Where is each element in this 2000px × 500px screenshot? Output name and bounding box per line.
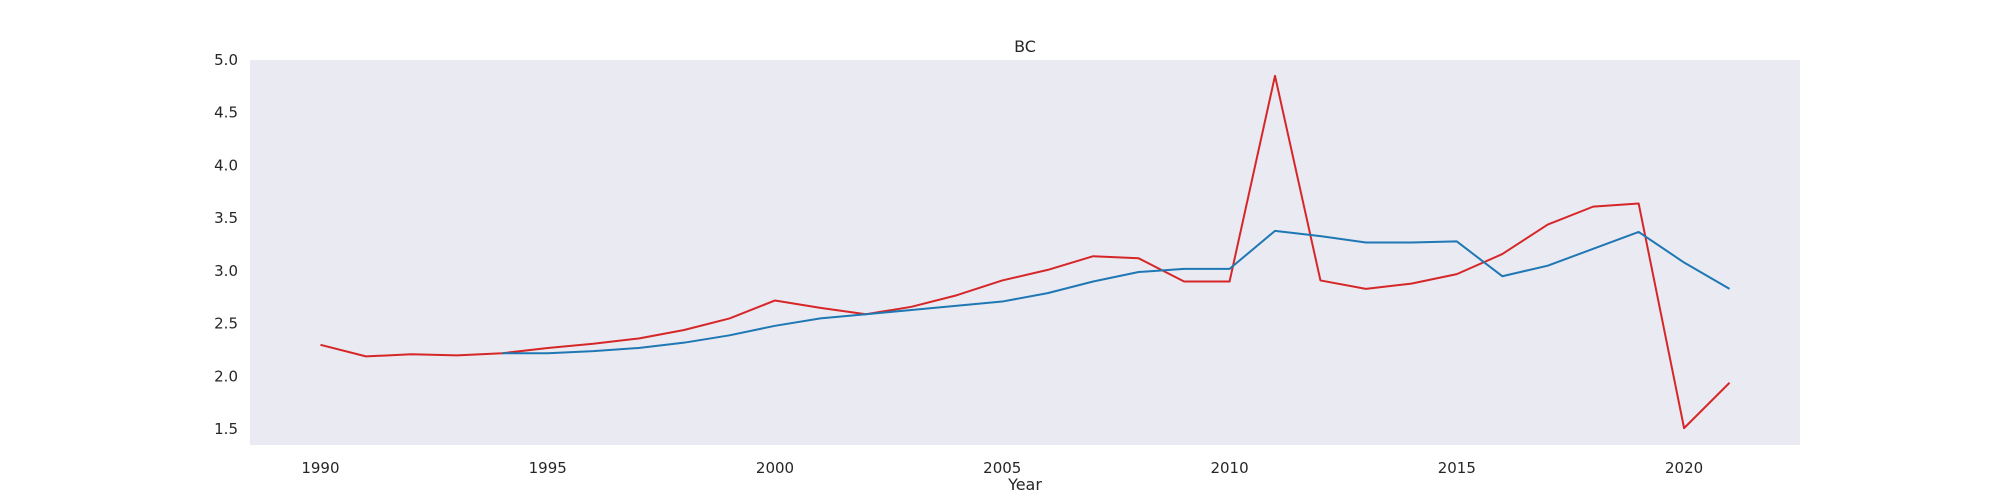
series-line-1: [320, 74, 1731, 430]
y-tick-label: 4.5: [214, 104, 238, 122]
x-tick-label: 2020: [1665, 459, 1703, 477]
x-tick-label: 2010: [1210, 459, 1248, 477]
chart-title: BC: [1014, 37, 1036, 56]
x-tick-label: 2005: [983, 459, 1021, 477]
x-axis-label: Year: [1007, 475, 1042, 494]
x-tick-label: 2015: [1438, 459, 1476, 477]
plot-background: [250, 60, 1800, 445]
y-tick-label: 4.0: [214, 156, 238, 174]
x-tick-label: 2000: [756, 459, 794, 477]
y-tick-label: 2.5: [214, 315, 238, 333]
x-tick-labels: 1990 1995 2000 2005 2010 2015 2020: [301, 459, 1703, 477]
y-tick-label: 1.5: [214, 420, 238, 438]
x-tick-label: 1990: [301, 459, 339, 477]
y-tick-label: 5.0: [214, 51, 238, 69]
x-tick-label: 1995: [529, 459, 567, 477]
y-tick-label: 3.0: [214, 262, 238, 280]
y-tick-labels: 1.5 2.0 2.5 3.0 3.5 4.0 4.5 5.0: [214, 51, 238, 438]
y-tick-label: 3.5: [214, 209, 238, 227]
series-line-2: [502, 229, 1731, 355]
y-tick-label: 2.0: [214, 367, 238, 385]
series-lines: [320, 74, 1731, 430]
